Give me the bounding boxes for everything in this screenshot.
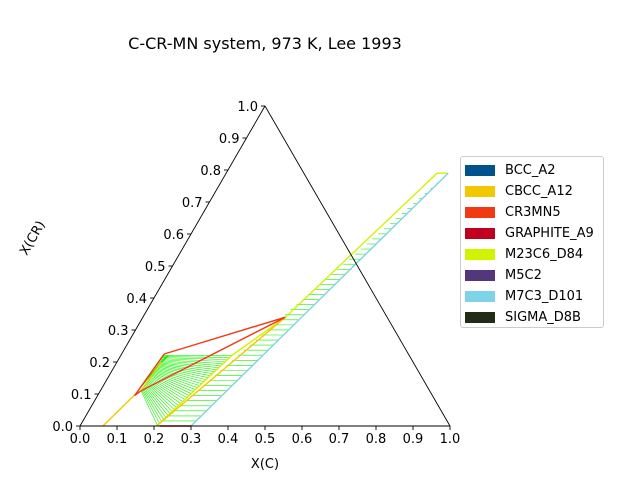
tie-line bbox=[155, 367, 207, 381]
tie-line bbox=[156, 366, 209, 379]
tie-line bbox=[143, 385, 169, 417]
legend-label: GRAPHITE_A9 bbox=[505, 225, 594, 241]
phase-boundaries bbox=[102, 172, 449, 427]
legend-swatch bbox=[465, 248, 495, 260]
tie-line bbox=[154, 368, 205, 383]
chart-title: C-CR-MN system, 973 K, Lee 1993 bbox=[128, 34, 402, 53]
tie-line bbox=[141, 389, 161, 425]
legend-label: M5C2 bbox=[505, 267, 542, 283]
tie-line bbox=[151, 373, 194, 393]
y-tick-label: 0.0 bbox=[52, 420, 73, 435]
legend-label: CR3MN5 bbox=[505, 204, 561, 220]
tie-line bbox=[161, 357, 228, 360]
tie-line bbox=[157, 364, 213, 374]
y-axis-ticks: 0.0 0.1 0.2 0.3 0.4 0.5 0.6 0.7 0.8 0.9 1.0 bbox=[52, 100, 265, 435]
legend-item: CR3MN5 bbox=[465, 204, 561, 220]
y-tick-label: 1.0 bbox=[237, 100, 258, 115]
legend-swatch bbox=[465, 206, 495, 218]
y-tick-label: 0.9 bbox=[219, 132, 240, 147]
legend-item: M7C3_D101 bbox=[465, 288, 583, 304]
tie-line bbox=[152, 371, 198, 389]
x-axis-label: X(C) bbox=[251, 457, 279, 472]
y-tick-label: 0.3 bbox=[108, 324, 129, 339]
x-tick-label: 1.0 bbox=[440, 432, 461, 447]
tie-line bbox=[152, 372, 196, 391]
y-tick-label: 0.5 bbox=[145, 260, 166, 275]
legend-item: CBCC_A12 bbox=[465, 183, 573, 199]
boundary-cr3mn5 bbox=[134, 316, 286, 397]
y-tick-label: 0.8 bbox=[200, 164, 221, 179]
y-tick-label: 0.2 bbox=[89, 356, 110, 371]
tie-line bbox=[154, 369, 203, 385]
legend-item: M23C6_D84 bbox=[465, 246, 583, 262]
tie-line bbox=[145, 382, 175, 411]
x-tick-label: 0.4 bbox=[218, 432, 239, 447]
legend-label: CBCC_A12 bbox=[505, 183, 573, 199]
legend-swatch bbox=[465, 311, 495, 323]
legend-label: M23C6_D84 bbox=[505, 246, 584, 262]
tie-line bbox=[156, 365, 211, 377]
tie-line bbox=[160, 359, 224, 364]
tie-line bbox=[140, 390, 158, 427]
tie-line bbox=[145, 383, 173, 413]
legend-swatch bbox=[465, 185, 495, 197]
y-tick-label: 0.4 bbox=[126, 292, 147, 307]
tie-lines bbox=[135, 177, 444, 427]
x-tick-label: 0.8 bbox=[366, 432, 387, 447]
x-axis-ticks: 0.0 0.1 0.2 0.3 0.4 0.5 0.6 0.7 0.8 0.9 1.0 bbox=[70, 426, 461, 447]
x-tick-label: 0.0 bbox=[70, 432, 91, 447]
legend-item: M5C2 bbox=[465, 267, 542, 283]
tie-line bbox=[143, 386, 167, 419]
boundary-m7c3_d101 bbox=[190, 172, 449, 427]
tie-line bbox=[149, 377, 186, 401]
legend-label: BCC_A2 bbox=[505, 162, 556, 178]
legend-swatch bbox=[465, 227, 495, 239]
tie-line bbox=[149, 376, 188, 399]
tie-line bbox=[142, 387, 165, 421]
x-tick-label: 0.6 bbox=[292, 432, 313, 447]
x-tick-label: 0.5 bbox=[255, 432, 276, 447]
legend-label: M7C3_D101 bbox=[505, 288, 584, 304]
frame-right bbox=[264, 105, 451, 427]
tie-line bbox=[159, 361, 220, 368]
y-axis-label: X(CR) bbox=[17, 218, 49, 258]
tie-line bbox=[150, 375, 190, 397]
tie-line bbox=[151, 374, 192, 395]
tie-line bbox=[161, 358, 226, 362]
y-tick-label: 0.6 bbox=[163, 228, 184, 243]
legend-swatch bbox=[465, 269, 495, 281]
y-tick-label: 0.1 bbox=[71, 388, 92, 403]
x-tick-label: 0.3 bbox=[181, 432, 202, 447]
legend-swatch bbox=[465, 164, 495, 176]
legend-label: SIGMA_D8B bbox=[505, 309, 581, 325]
x-tick-label: 0.2 bbox=[144, 432, 165, 447]
ternary-frame bbox=[79, 105, 451, 427]
x-tick-label: 0.7 bbox=[329, 432, 350, 447]
x-tick-label: 0.9 bbox=[403, 432, 424, 447]
legend-item: GRAPHITE_A9 bbox=[465, 225, 594, 241]
tie-line bbox=[162, 356, 230, 358]
legend-item: SIGMA_D8B bbox=[465, 309, 581, 325]
legend-item: BCC_A2 bbox=[465, 162, 556, 178]
tie-line bbox=[160, 360, 222, 366]
legend: BCC_A2 CBCC_A12 CR3MN5 GRAPHITE_A9 M23C6_D84… bbox=[460, 156, 604, 328]
tie-line bbox=[144, 384, 171, 415]
x-tick-label: 0.1 bbox=[107, 432, 128, 447]
tie-line bbox=[142, 388, 163, 423]
tie-line bbox=[153, 370, 201, 387]
boundary-cbcc_a12 bbox=[156, 316, 286, 427]
legend-swatch bbox=[465, 290, 495, 302]
y-tick-label: 0.7 bbox=[182, 196, 203, 211]
tie-line bbox=[148, 378, 184, 403]
